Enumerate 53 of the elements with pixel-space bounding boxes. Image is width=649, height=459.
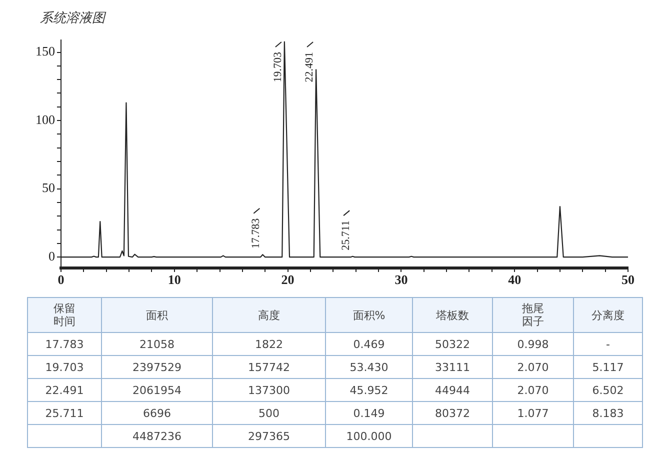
text: 297365 [212,424,326,448]
text: 21058 [102,332,212,356]
x-tick-label: 30 [394,272,408,288]
text: 2.070 [492,378,574,402]
text: 25.711 [28,402,102,424]
text: 拖尾因子 [521,302,545,328]
y-tick-label: 50 [42,180,55,196]
chart-title: 系统溶液图 [40,10,105,27]
x-tick-label: 10 [168,272,181,288]
text: 2397529 [102,356,212,378]
text: 45.952 [326,378,412,402]
text: 44944 [412,378,492,402]
text: 6.502 [574,378,642,402]
text: 1822 [212,332,326,356]
text: 53.430 [326,356,412,378]
text: 19.703 [28,356,102,378]
text: 157742 [212,356,326,378]
text: 500 [212,402,326,424]
x-tick-label: 40 [508,272,522,288]
text: 17.783 [28,332,102,356]
text: 80372 [412,402,492,424]
text: 22.491 [28,378,102,402]
x-tick-label: 0 [58,272,64,288]
text: 0.149 [326,402,412,424]
text: 1.077 [492,402,574,424]
text: - [574,332,642,356]
y-tick-label: 0 [48,248,55,264]
text: 4487236 [102,424,212,448]
text: 面积 [102,298,212,332]
x-tick-label: 20 [281,272,294,288]
y-tick-label: 100 [36,112,55,127]
annotation: 22.491 [303,52,316,82]
annotation: 19.703 [272,52,284,82]
annotation: 25.711 [340,220,352,250]
text: 5.117 [574,356,642,378]
text: 100.000 [326,424,412,448]
text: 137300 [212,378,326,402]
text: 0.998 [492,332,574,356]
text: 高度 [212,298,326,332]
text: 分离度 [574,298,642,332]
text: 6696 [102,402,212,424]
text: 33111 [412,356,492,378]
text: 塔板数 [412,298,492,332]
text: 面积% [326,298,412,332]
text: 保留时间 [52,302,76,328]
y-tick-label: 150 [36,44,55,59]
text: 8.183 [574,402,642,424]
text: 2.070 [492,356,574,378]
x-tick-label: 50 [622,272,634,288]
text: 0.469 [326,332,412,356]
text: 50322 [412,332,492,356]
annotation: 17.783 [250,218,262,249]
text: 2061954 [102,378,212,402]
